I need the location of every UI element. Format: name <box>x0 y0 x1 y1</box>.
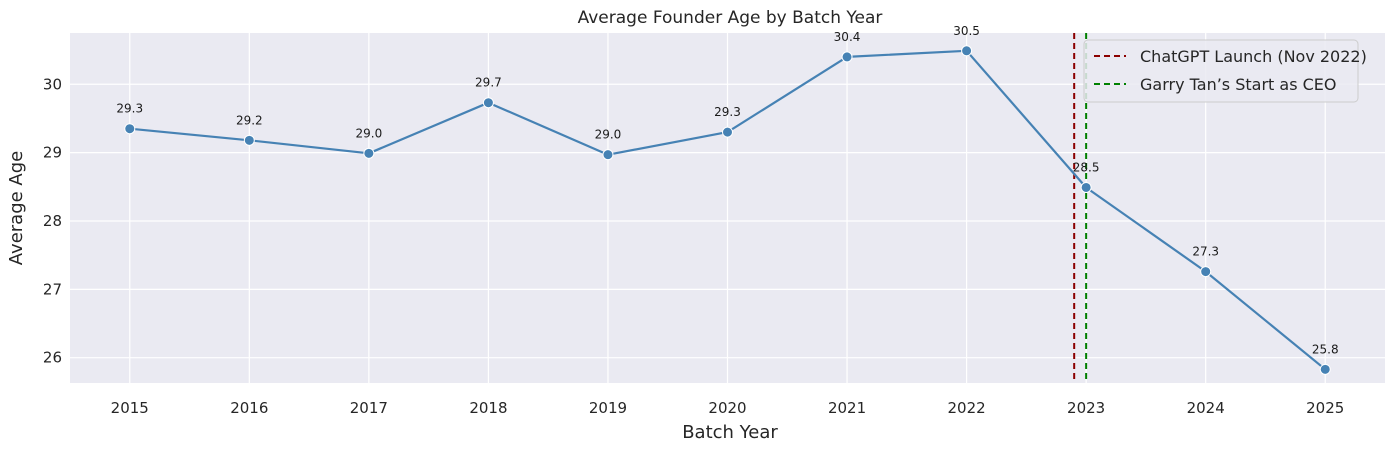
point-2025 <box>1319 363 1331 375</box>
x-tick-label-2025: 2025 <box>1306 399 1344 417</box>
data-label-2025: 25.8 <box>1312 342 1339 356</box>
point-2022 <box>961 45 973 57</box>
x-axis-label: Batch Year <box>682 422 778 443</box>
point-2024 <box>1200 266 1212 278</box>
x-tick-label-2015: 2015 <box>111 399 149 417</box>
y-tick-label-27: 27 <box>43 280 62 298</box>
point-2021 <box>841 51 853 63</box>
legend-label-ceo: Garry Tan’s Start as CEO <box>1140 75 1336 94</box>
point-2015 <box>124 123 136 135</box>
series-layer <box>124 45 1331 375</box>
x-tick-label-2018: 2018 <box>469 399 507 417</box>
grid <box>70 33 1385 383</box>
x-tick-label-2019: 2019 <box>589 399 627 417</box>
x-tick-label-2023: 2023 <box>1067 399 1105 417</box>
point-2018 <box>482 97 494 109</box>
data-label-2022: 30.5 <box>953 24 980 38</box>
data-label-2024: 27.3 <box>1192 245 1219 259</box>
point-2023 <box>1080 181 1092 193</box>
data-label-2017: 29.0 <box>356 126 383 140</box>
data-labels: 29.3 29.2 29.0 29.7 29.0 29.3 30.4 30.5 28.5 27.3… <box>116 24 1338 357</box>
point-2020 <box>722 126 733 138</box>
x-tick-label-2016: 2016 <box>230 399 268 417</box>
data-label-2020: 29.3 <box>714 105 741 119</box>
point-2019 <box>602 149 614 161</box>
x-tick-label-2021: 2021 <box>828 399 866 417</box>
data-label-2021: 30.4 <box>834 30 861 44</box>
data-label-2019: 29.0 <box>595 128 622 142</box>
legend: ChatGPT Launch (Nov 2022) Garry Tan’s St… <box>1083 39 1367 103</box>
y-tick-label-30: 30 <box>43 75 62 93</box>
x-tick-label-2020: 2020 <box>708 399 746 417</box>
chart-title: Average Founder Age by Batch Year <box>578 8 883 28</box>
vertical-lines <box>1073 33 1088 383</box>
y-tick-label-29: 29 <box>43 144 62 162</box>
x-tick-label-2017: 2017 <box>350 399 388 417</box>
x-tick-label-2022: 2022 <box>947 399 985 417</box>
point-2017 <box>363 147 375 159</box>
point-2016 <box>243 134 255 146</box>
legend-box <box>1083 39 1359 103</box>
x-tick-label-2024: 2024 <box>1187 399 1225 417</box>
y-axis-label: Average Age <box>6 151 27 265</box>
legend-label-chatgpt: ChatGPT Launch (Nov 2022) <box>1140 47 1367 66</box>
tick-labels: 26 27 28 29 30 2015 2016 2017 2018 2019 2020 2021 20… <box>43 75 1344 417</box>
y-tick-label-28: 28 <box>43 212 62 230</box>
data-label-2015: 29.3 <box>116 102 143 116</box>
data-label-2018: 29.7 <box>475 76 502 90</box>
y-tick-label-26: 26 <box>43 349 62 367</box>
data-label-2023: 28.5 <box>1073 160 1100 174</box>
data-label-2016: 29.2 <box>236 113 263 127</box>
